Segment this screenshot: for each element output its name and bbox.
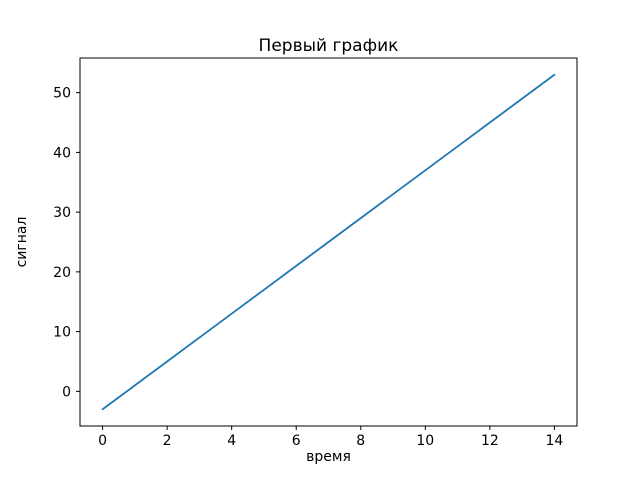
y-tick-label: 0: [62, 384, 71, 400]
x-tick-label: 6: [292, 433, 301, 449]
x-tick-label: 10: [416, 433, 434, 449]
x-tick-label: 12: [481, 433, 499, 449]
chart-title: Первый график: [258, 36, 399, 56]
x-tick-label: 8: [356, 433, 365, 449]
data-line: [101, 73, 556, 411]
axis-tick-labels: 0 2 4 6 8 10 12 14 0 10 20 30 40 50: [53, 86, 563, 449]
y-tick-label: 10: [53, 325, 71, 341]
y-tick-label: 20: [53, 265, 71, 281]
x-tick-label: 2: [163, 433, 172, 449]
plot-area: [79, 57, 578, 427]
y-axis-label: сигнал: [14, 216, 30, 268]
y-tick-label: 50: [53, 86, 71, 102]
axis-ticks: [76, 92, 555, 430]
x-axis-label: время: [306, 449, 351, 465]
x-tick-label: 14: [545, 433, 563, 449]
y-tick-label: 40: [53, 145, 71, 161]
x-tick-label: 4: [227, 433, 236, 449]
y-tick-label: 30: [53, 205, 71, 221]
x-tick-label: 0: [98, 433, 107, 449]
